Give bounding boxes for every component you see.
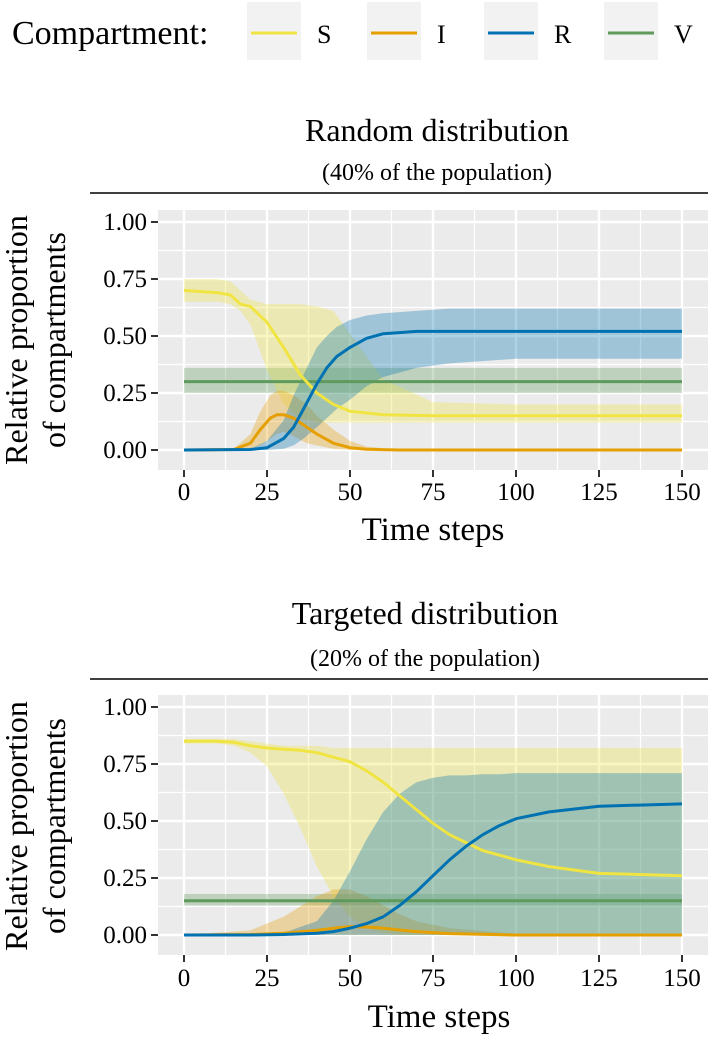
ribbons (184, 738, 682, 935)
x-tick-label: 150 (663, 479, 701, 506)
panel-targeted-distribution: Targeted distribution (20% of the popula… (0, 595, 708, 1035)
panel-subtitle: (20% of the population) (310, 646, 540, 672)
legend-label: R (554, 20, 572, 49)
gridlines (158, 210, 708, 470)
ribbon-i (184, 889, 682, 935)
series-line-s (183, 288, 682, 418)
y-axis-label: Relative proportion of compartments (0, 701, 72, 951)
y-tick-label: 0.00 (103, 922, 147, 949)
legend-key-box (484, 2, 538, 60)
ribbon-s (184, 738, 682, 935)
axes: 0 25 50 75 100 125 150 0.00 0.25 0.50 0.75 1.00 (103, 209, 701, 506)
x-tick-label: 100 (497, 965, 535, 992)
legend-key-box (367, 2, 421, 60)
y-tick-label: 0.00 (103, 437, 147, 464)
panel-random-distribution: Random distribution (40% of the populati… (0, 112, 708, 548)
x-tick-label: 50 (338, 479, 363, 506)
legend-label: V (674, 20, 693, 49)
y-axis-label-line-1: Relative proportion (0, 701, 34, 951)
y-tick-label: 0.50 (103, 323, 147, 350)
legend-key-r: R (484, 2, 572, 60)
x-tick-label: 50 (338, 965, 363, 992)
y-tick-label: 0.25 (103, 865, 147, 892)
axes: 0 25 50 75 100 125 150 0.00 0.25 0.50 0.75 1.00 (103, 694, 701, 992)
series-line-s (184, 739, 683, 878)
series-line-r (184, 802, 683, 937)
panel-title: Random distribution (305, 112, 569, 148)
ribbon-i (184, 390, 682, 450)
y-tick-label: 0.75 (103, 751, 147, 778)
x-tick-label: 0 (178, 479, 191, 506)
series-lines (183, 739, 683, 937)
y-axis-label-line-2: of compartments (36, 718, 72, 934)
legend-label: S (317, 20, 331, 49)
series-line-r (183, 329, 682, 452)
legend-key-i: I (367, 2, 446, 60)
panel-subtitle: (40% of the population) (322, 160, 552, 186)
y-tick-label: 0.75 (103, 266, 147, 293)
legend-key-box (604, 2, 658, 60)
y-tick-label: 1.00 (103, 694, 147, 721)
legend-label: I (437, 20, 446, 49)
x-tick-label: 125 (580, 965, 618, 992)
series-lines (183, 288, 682, 452)
x-tick-label: 100 (497, 479, 535, 506)
x-axis-label: Time steps (368, 999, 511, 1035)
ribbon-s (184, 279, 682, 423)
y-axis-label-line-2: of compartments (36, 232, 72, 448)
legend-key-v: V (604, 2, 693, 60)
y-tick-label: 0.50 (103, 808, 147, 835)
x-tick-label: 0 (178, 965, 191, 992)
y-axis-label: Relative proportion of compartments (0, 215, 72, 465)
legend-key-box (247, 2, 301, 60)
y-tick-label: 0.25 (103, 380, 147, 407)
panel-title: Targeted distribution (292, 595, 558, 631)
legend-key-s: S (247, 2, 331, 60)
ribbon-r (184, 773, 682, 935)
x-tick-label: 25 (255, 479, 280, 506)
y-axis-label-line-1: Relative proportion (0, 215, 34, 465)
x-tick-label: 75 (421, 965, 446, 992)
x-axis-label: Time steps (362, 512, 505, 548)
legend: Compartment: S I R V (12, 2, 693, 60)
x-tick-label: 25 (255, 965, 280, 992)
x-tick-label: 150 (663, 965, 701, 992)
x-tick-label: 125 (580, 479, 618, 506)
gridlines (158, 695, 708, 955)
series-line-i (183, 413, 682, 452)
ribbon-r (184, 308, 682, 450)
x-tick-label: 75 (421, 479, 446, 506)
y-tick-label: 1.00 (103, 209, 147, 236)
legend-title: Compartment: (12, 15, 208, 52)
